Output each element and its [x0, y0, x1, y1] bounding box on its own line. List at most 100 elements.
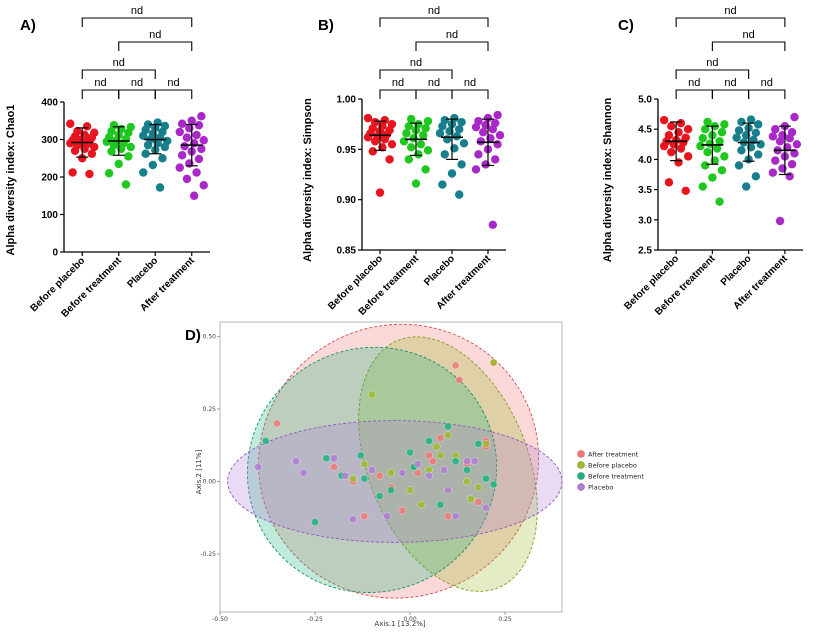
x-tick-label: 0.00	[403, 616, 417, 623]
pcoa-point	[436, 500, 445, 509]
data-point	[177, 151, 187, 160]
pcoa-point	[311, 518, 319, 526]
data-point	[751, 172, 761, 181]
data-point	[737, 117, 746, 127]
data-point	[457, 160, 466, 169]
data-point	[182, 133, 192, 142]
data-point	[387, 140, 397, 149]
significance-bracket	[379, 17, 489, 27]
data-point	[435, 129, 445, 138]
significance-bracket	[711, 41, 786, 51]
data-point	[404, 155, 413, 164]
data-point	[385, 155, 394, 164]
data-point	[66, 139, 75, 148]
data-point	[371, 137, 380, 146]
pcoa-point	[440, 466, 448, 474]
data-point	[421, 123, 430, 133]
data-point	[158, 154, 167, 163]
y-tick-label: -0.25	[200, 551, 216, 558]
y-tick-label: 0.95	[337, 145, 357, 156]
data-point	[421, 165, 430, 174]
data-point	[399, 137, 409, 146]
legend: After treatment Before placebo Before tr…	[577, 450, 644, 492]
pcoa-point	[489, 358, 498, 367]
y-axis-label-a: Alpha diversity index: Chao1	[5, 105, 17, 256]
pcoa-point	[387, 469, 395, 477]
pcoa-point	[444, 486, 452, 494]
x-category-label: Placebo	[422, 253, 457, 288]
data-point	[407, 143, 416, 152]
pcoa-point	[444, 422, 452, 431]
significance-label: nd	[428, 77, 440, 89]
pcoa-point	[375, 492, 384, 500]
data-point	[368, 147, 377, 156]
data-point	[732, 133, 741, 142]
data-point	[143, 140, 153, 150]
pcoa-point	[356, 451, 365, 460]
data-point	[751, 128, 761, 138]
data-point	[717, 166, 727, 175]
pcoa-point	[425, 471, 433, 480]
legend-swatch-placebo	[577, 483, 585, 491]
significance-label: nd	[94, 77, 106, 89]
pcoa-point	[413, 469, 422, 477]
pcoa-point	[467, 495, 475, 503]
confidence-ellipse	[258, 323, 540, 599]
pcoa-point	[474, 498, 483, 506]
data-point	[419, 131, 428, 140]
data-point	[68, 168, 77, 177]
data-point	[90, 142, 99, 152]
data-point	[790, 112, 799, 122]
data-point	[192, 168, 201, 177]
significance-label: nd	[131, 77, 143, 89]
legend-label: Before placebo	[588, 462, 637, 470]
legend-label: Placebo	[588, 484, 613, 492]
pcoa-point	[261, 437, 270, 445]
significance-label: nd	[464, 77, 476, 89]
data-point	[493, 140, 502, 149]
significance-label: nd	[706, 57, 718, 69]
data-point	[141, 149, 150, 158]
y-tick-label: 0	[52, 248, 58, 259]
significance-bracket	[154, 89, 193, 99]
pcoa-point	[406, 448, 414, 457]
data-point	[66, 119, 75, 128]
panel-b-simpson: B) Alpha diversity index: Simpson Before…	[302, 5, 506, 318]
confidence-ellipse	[358, 336, 538, 592]
significance-label: nd	[724, 5, 736, 17]
data-point	[423, 116, 433, 126]
panel-label-c: C)	[618, 17, 634, 34]
pcoa-point	[425, 437, 433, 445]
significance-bracket	[379, 69, 453, 79]
pcoa-point	[330, 454, 338, 463]
data-point	[177, 119, 187, 128]
significance-bracket	[675, 89, 713, 99]
data-point	[139, 168, 148, 177]
significance-bracket	[379, 89, 417, 99]
data-point	[683, 125, 693, 134]
data-point	[775, 216, 785, 226]
y-tick-label: 1.00	[337, 95, 357, 106]
pcoa-point	[436, 451, 445, 460]
significance-label: nd	[131, 5, 143, 17]
significance-bracket	[415, 89, 453, 99]
y-tick-label: 2.5	[638, 246, 652, 257]
data-point	[703, 147, 712, 157]
panel-a-chao1: A) Alpha diversity index: Chao1 Before p…	[5, 5, 210, 320]
pcoa-point	[398, 506, 407, 515]
data-point	[109, 140, 119, 150]
pcoa-point	[489, 480, 498, 489]
data-point	[667, 121, 676, 131]
data-point	[416, 140, 425, 149]
data-point	[792, 140, 802, 149]
pcoa-point	[349, 515, 357, 523]
pcoa-point	[444, 431, 452, 439]
data-point	[457, 117, 466, 127]
significance-bracket	[748, 89, 786, 99]
pcoa-point	[482, 503, 490, 512]
data-point	[712, 144, 722, 153]
data-point	[698, 134, 707, 143]
data-point	[78, 154, 87, 163]
data-point	[452, 132, 461, 141]
data-point	[717, 128, 727, 137]
